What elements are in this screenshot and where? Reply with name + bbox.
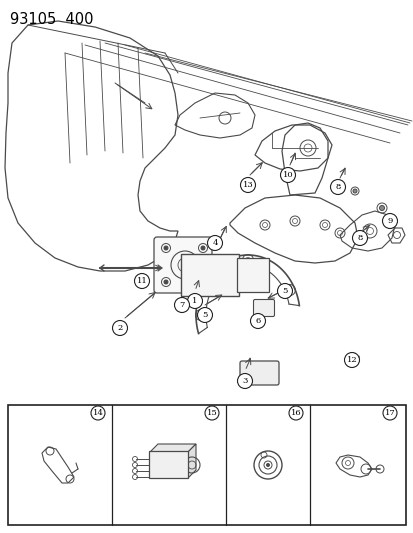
Bar [8, 405, 405, 525]
Text: 10: 10 [282, 171, 292, 179]
Polygon shape [150, 444, 195, 452]
Circle shape [351, 230, 367, 246]
Text: 93105  400: 93105 400 [10, 12, 93, 27]
Circle shape [197, 308, 212, 322]
FancyBboxPatch shape [180, 254, 238, 296]
Text: 5: 5 [202, 311, 207, 319]
Circle shape [266, 464, 269, 466]
Circle shape [187, 294, 202, 309]
Text: 12: 12 [346, 356, 356, 364]
Circle shape [164, 280, 168, 284]
Circle shape [344, 352, 358, 367]
Circle shape [164, 246, 168, 250]
FancyBboxPatch shape [149, 451, 188, 479]
Text: 15: 15 [206, 409, 217, 417]
FancyBboxPatch shape [253, 300, 274, 317]
Circle shape [288, 406, 302, 420]
Circle shape [379, 206, 384, 211]
FancyBboxPatch shape [154, 237, 211, 293]
Circle shape [250, 313, 265, 328]
Circle shape [204, 406, 218, 420]
Text: 4: 4 [212, 239, 217, 247]
Circle shape [174, 297, 189, 312]
Text: 2: 2 [117, 324, 122, 332]
Text: 14: 14 [93, 409, 103, 417]
Circle shape [330, 180, 345, 195]
Text: 5: 5 [282, 287, 287, 295]
Circle shape [352, 189, 356, 193]
Polygon shape [188, 444, 195, 478]
Text: 7: 7 [179, 301, 184, 309]
FancyBboxPatch shape [240, 361, 278, 385]
Text: 3: 3 [242, 377, 247, 385]
Circle shape [382, 406, 396, 420]
Circle shape [201, 280, 204, 284]
Text: 16: 16 [290, 409, 301, 417]
Text: 17: 17 [384, 409, 394, 417]
Text: 8: 8 [356, 234, 362, 242]
Text: 6: 6 [255, 317, 260, 325]
Text: 13: 13 [242, 181, 253, 189]
Text: 1: 1 [192, 297, 197, 305]
Circle shape [240, 177, 255, 192]
Circle shape [112, 320, 127, 335]
Circle shape [237, 374, 252, 389]
Text: 9: 9 [387, 217, 392, 225]
Circle shape [201, 246, 204, 250]
Circle shape [134, 273, 149, 288]
Text: 11: 11 [136, 277, 147, 285]
Circle shape [382, 214, 396, 229]
Circle shape [277, 284, 292, 298]
Text: 8: 8 [335, 183, 340, 191]
Circle shape [91, 406, 105, 420]
Circle shape [280, 167, 295, 182]
Circle shape [207, 236, 222, 251]
FancyBboxPatch shape [236, 258, 268, 292]
